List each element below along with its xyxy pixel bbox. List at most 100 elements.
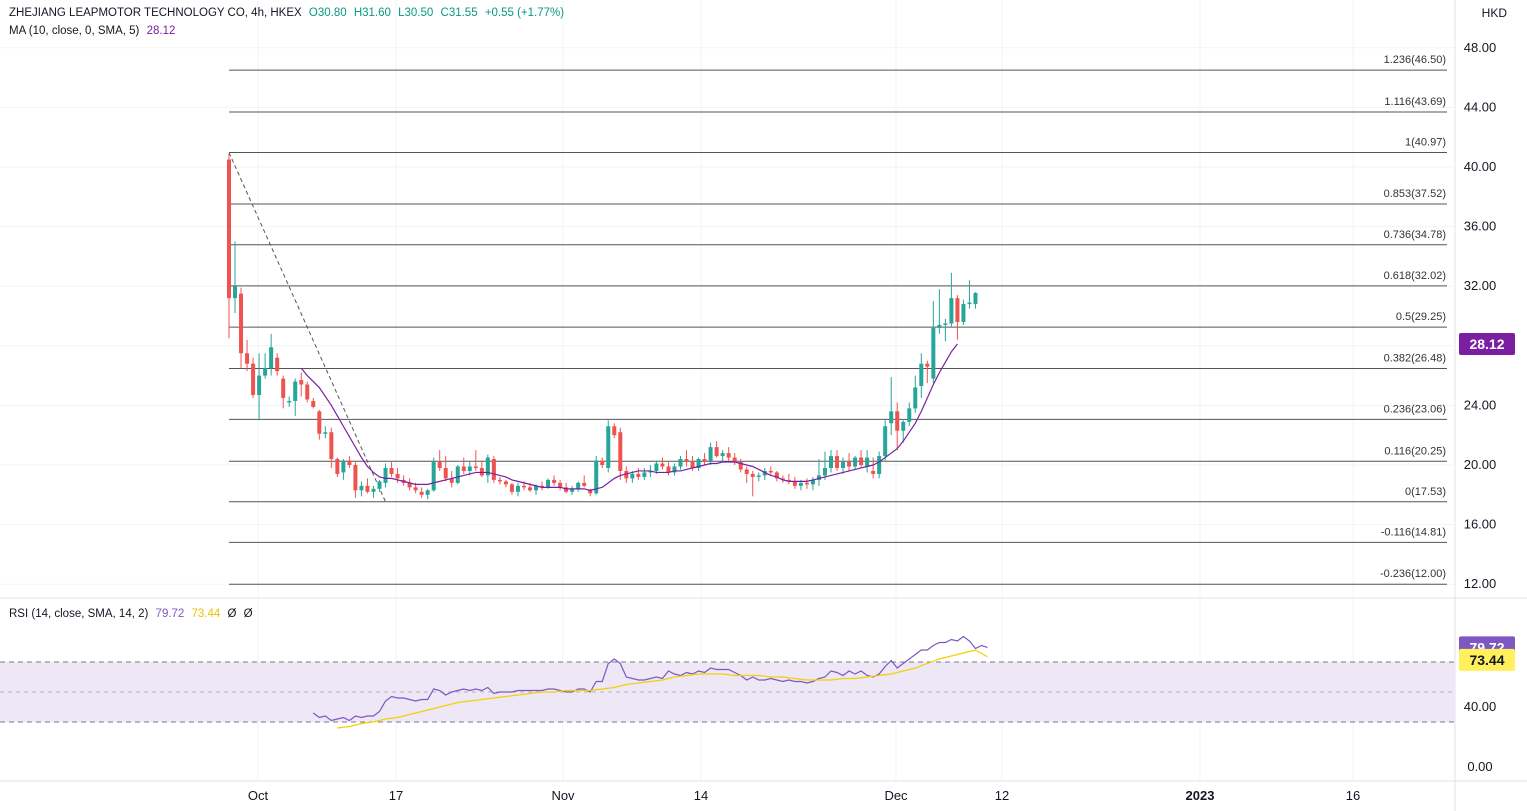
- candle-body: [299, 380, 304, 385]
- candle-body: [919, 363, 924, 387]
- candle-body: [233, 286, 238, 299]
- candle: [485, 454, 490, 483]
- fib-level-label: -0.236(12.00): [1380, 568, 1446, 580]
- legend-low: L30.50: [398, 7, 434, 19]
- candle-body: [558, 482, 563, 488]
- time-tick-label: Dec: [884, 788, 908, 803]
- candle: [768, 466, 773, 476]
- candle: [371, 485, 376, 498]
- candle-body: [413, 487, 418, 491]
- candle: [949, 272, 954, 327]
- legend-rsi-extra2: Ø: [243, 608, 253, 620]
- candle-body: [419, 491, 424, 495]
- candle: [407, 478, 412, 491]
- candle: [335, 457, 340, 477]
- fib-trend-line[interactable]: [228, 152, 386, 503]
- price-tick-label: 40.00: [1464, 159, 1497, 174]
- candle: [600, 457, 605, 468]
- candle-body: [407, 482, 412, 488]
- fib-level-label: 0.5(29.25): [1396, 311, 1446, 323]
- candle: [347, 456, 352, 468]
- legend-main-series[interactable]: ZHEJIANG LEAPMOTOR TECHNOLOGY CO, 4h, HK…: [9, 7, 568, 19]
- candle: [696, 457, 701, 471]
- candle-body: [449, 478, 454, 483]
- candle-body: [467, 466, 472, 471]
- candle: [822, 451, 827, 480]
- fib-level-label: -0.116(14.81): [1381, 526, 1446, 538]
- candle: [497, 476, 502, 485]
- candle-body: [515, 485, 520, 492]
- fibonacci-retracement[interactable]: 1.236(46.50) 1.116(43.69) 1(40.97) 0.853(37…: [228, 54, 1447, 585]
- ma-value-badge: 28.12: [1459, 333, 1515, 356]
- candle-body: [901, 421, 906, 431]
- candle-body: [503, 481, 508, 485]
- candle: [612, 423, 617, 439]
- candle-body: [973, 292, 978, 305]
- candle-body: [798, 482, 803, 486]
- candle-body: [317, 411, 322, 434]
- candle: [479, 460, 484, 477]
- price-tick-label: 12.00: [1464, 576, 1497, 591]
- legend-ma[interactable]: MA (10, close, 0, SMA, 5) 28.12: [9, 25, 179, 37]
- candle-body: [624, 470, 629, 479]
- candle-body: [720, 453, 725, 457]
- candle-body: [672, 466, 677, 473]
- candle-body: [588, 490, 593, 494]
- candle-body: [606, 426, 611, 468]
- candle-body: [690, 462, 695, 468]
- candle-body: [642, 472, 647, 477]
- candle-body: [341, 460, 346, 473]
- candle: [389, 462, 394, 477]
- candle: [449, 470, 454, 488]
- candle: [443, 456, 448, 482]
- candle-body: [865, 457, 870, 467]
- candle: [491, 456, 496, 483]
- ma-value-badge-bg: [1459, 333, 1515, 356]
- candle-body: [245, 353, 250, 364]
- candle: [558, 479, 563, 491]
- candle-body: [859, 457, 864, 465]
- candle: [233, 241, 238, 314]
- candle: [684, 450, 689, 467]
- candle: [341, 459, 346, 480]
- candle-body: [546, 479, 551, 488]
- candle: [804, 478, 809, 489]
- candle: [245, 339, 250, 372]
- candle-body: [816, 475, 821, 480]
- candle-body: [949, 298, 954, 324]
- candle: [570, 485, 575, 495]
- candle-body: [895, 411, 900, 431]
- time-tick-label: 16: [1346, 788, 1360, 803]
- candle-body: [227, 159, 231, 299]
- time-axis[interactable]: Oct 17 Nov 14 Dec 12 2023 16: [248, 788, 1360, 803]
- candle: [895, 402, 900, 451]
- candle-body: [768, 470, 773, 473]
- candle-body: [810, 479, 815, 485]
- candle: [576, 481, 581, 492]
- candle-body: [576, 482, 581, 489]
- candle: [678, 456, 683, 470]
- candle: [829, 450, 833, 473]
- candle: [786, 473, 791, 485]
- candle-body: [696, 459, 701, 468]
- candle: [353, 462, 358, 498]
- price-axis[interactable]: 48.0044.0040.0036.0032.0028.0024.0020.00…: [1459, 40, 1515, 774]
- candle: [756, 472, 761, 482]
- candle-body: [889, 411, 894, 424]
- candle-body: [913, 387, 918, 409]
- legend-rsi[interactable]: RSI (14, close, SMA, 14, 2) 79.72 73.44 …: [9, 608, 257, 620]
- candle-body: [636, 473, 641, 477]
- candle: [835, 450, 840, 471]
- candle-body: [714, 447, 719, 457]
- candle: [859, 450, 864, 468]
- candle: [461, 457, 466, 474]
- candle: [425, 488, 430, 500]
- candle: [317, 409, 322, 440]
- candle: [257, 353, 262, 421]
- candle-body: [305, 384, 310, 400]
- candle-body: [847, 462, 852, 467]
- candle: [883, 420, 888, 461]
- candle-body: [570, 488, 575, 492]
- candle: [750, 470, 755, 497]
